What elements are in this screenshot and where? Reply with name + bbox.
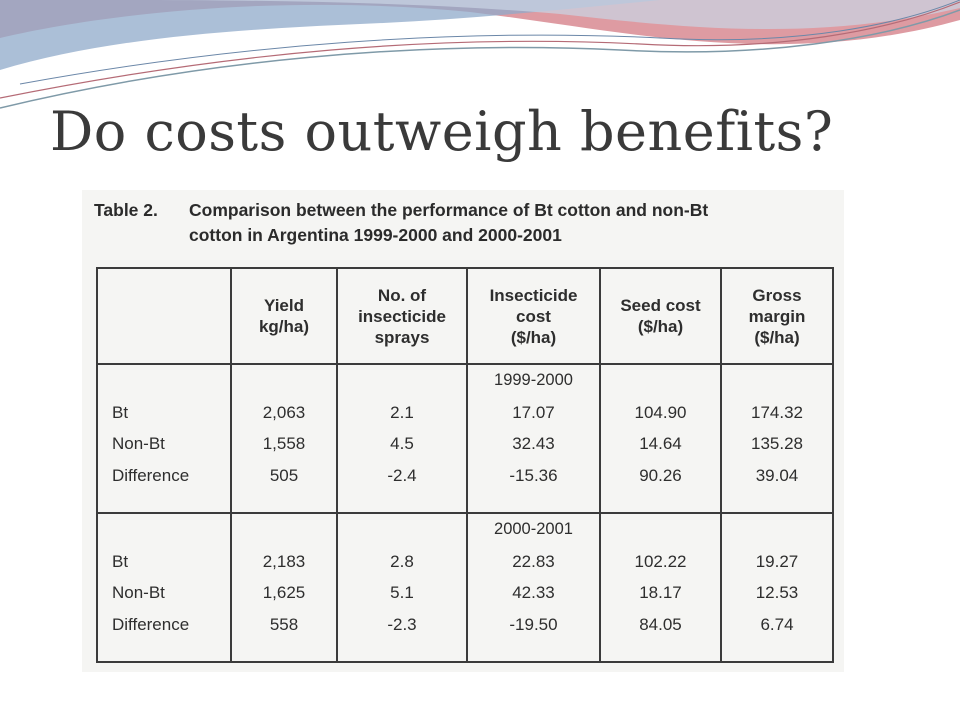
header-empty [96,267,232,365]
gross-margin-cell: 19.27 12.53 6.74 [720,512,834,663]
swoosh-line-3 [19,0,960,85]
period-label: 2000-2001 [494,520,573,538]
period-label: 1999-2000 [494,371,573,389]
comparison-table: Yield kg/ha) No. of insecticide sprays I… [96,267,834,663]
sprays-cell: 2.1 4.5 -2.4 [336,363,468,514]
insecticide-cost-cell: 1999-2000 17.07 32.43 -15.36 [466,363,601,514]
yield-cell: 2,183 1,625 558 [230,512,338,663]
swoosh-line-1 [0,9,960,109]
table-caption-line-2: cotton in Argentina 1999-2000 and 2000-2… [189,225,562,245]
yield-cell: 2,063 1,558 505 [230,363,338,514]
header-gross-margin: Gross margin ($/ha) [720,267,834,365]
swoosh-line-2 [0,1,960,99]
header-sprays: No. of insecticide sprays [336,267,468,365]
swoosh-blue-band [0,0,660,70]
swoosh-light-band [120,0,960,30]
header-yield: Yield kg/ha) [230,267,338,365]
table-group-2000-2001: Bt Non-Bt Difference 2,183 1,625 558 2.8… [96,512,834,663]
row-labels: Bt Non-Bt Difference [96,363,232,514]
insecticide-cost-cell: 2000-2001 22.83 42.33 -19.50 [466,512,601,663]
header-swoosh-decoration [0,0,960,109]
seed-cost-cell: 104.90 14.64 90.26 [599,363,722,514]
seed-cost-cell: 102.22 18.17 84.05 [599,512,722,663]
table-caption: Table 2. Comparison between the performan… [94,198,814,248]
gross-margin-cell: 174.32 135.28 39.04 [720,363,834,514]
header-insecticide-cost: Insecticide cost ($/ha) [466,267,601,365]
row-labels: Bt Non-Bt Difference [96,512,232,663]
table-caption-line-1: Comparison between the performance of Bt… [189,200,709,220]
table-group-1999-2000: Bt Non-Bt Difference 2,063 1,558 505 2.1… [96,363,834,514]
table-figure: Table 2. Comparison between the performan… [82,190,844,672]
slide-title: Do costs outweigh benefits? [50,100,834,163]
table-header-row: Yield kg/ha) No. of insecticide sprays I… [96,267,834,365]
table-label: Table 2. [94,200,158,220]
header-seed-cost: Seed cost ($/ha) [599,267,722,365]
sprays-cell: 2.8 5.1 -2.3 [336,512,468,663]
